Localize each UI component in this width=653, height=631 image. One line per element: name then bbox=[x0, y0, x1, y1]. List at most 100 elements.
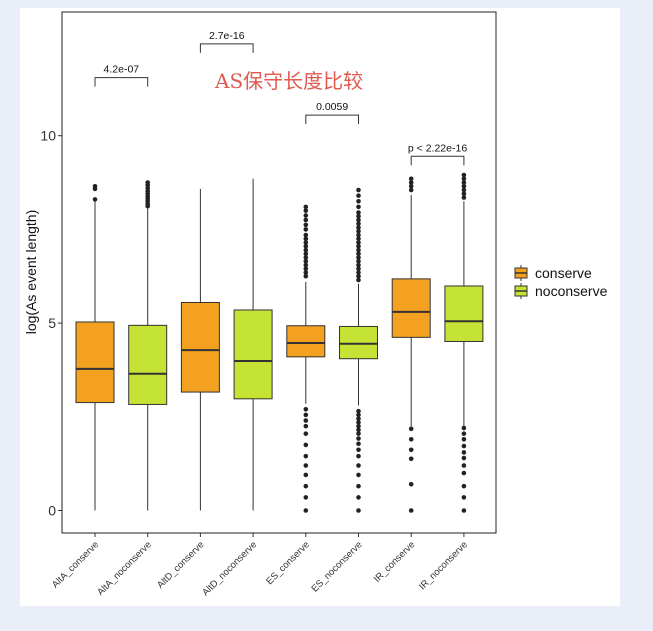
outlier-point bbox=[303, 442, 309, 448]
legend-item-conserve: conserve bbox=[514, 265, 592, 281]
outlier-point bbox=[303, 208, 309, 213]
outlier-point bbox=[303, 240, 309, 245]
outlier-point bbox=[356, 210, 361, 215]
outlier-point bbox=[461, 180, 467, 185]
box-ES_noconserve bbox=[339, 187, 378, 513]
x-tick-label: ES_conserve bbox=[264, 539, 312, 587]
outlier-point bbox=[303, 495, 309, 500]
outlier-point bbox=[356, 412, 361, 418]
x-tick-label: ES_noconserve bbox=[309, 539, 364, 594]
significance-bracket: 0.0059 bbox=[305, 101, 359, 125]
outlier-point bbox=[303, 232, 309, 238]
outlier-point bbox=[356, 436, 361, 441]
y-tick-label: 5 bbox=[48, 315, 56, 331]
iqr-box bbox=[444, 285, 484, 342]
outlier-point bbox=[408, 187, 414, 193]
outlier-point bbox=[408, 456, 414, 462]
outlier-point bbox=[356, 408, 361, 414]
y-axis-label: log(As event length) bbox=[23, 210, 39, 335]
box-ES_conserve bbox=[286, 204, 326, 513]
outlier-point bbox=[356, 270, 361, 275]
iqr-box bbox=[180, 301, 220, 393]
outlier-point bbox=[303, 262, 309, 268]
outlier-point bbox=[461, 431, 467, 436]
box-IR_noconserve bbox=[444, 172, 484, 513]
outlier-point bbox=[356, 427, 361, 433]
outlier-point bbox=[303, 258, 309, 264]
outlier-point bbox=[303, 270, 309, 275]
outlier-point bbox=[356, 273, 361, 279]
outlier-point bbox=[461, 508, 467, 513]
outlier-point bbox=[408, 180, 414, 185]
outlier-point bbox=[303, 222, 309, 228]
outlier-point bbox=[303, 213, 309, 218]
outlier-point bbox=[303, 247, 309, 253]
outlier-point bbox=[356, 441, 361, 447]
outlier-point bbox=[356, 217, 361, 223]
outlier-point bbox=[356, 258, 361, 264]
outlier-point bbox=[145, 180, 150, 185]
outlier-point bbox=[356, 431, 361, 436]
plot-frame bbox=[61, 11, 497, 534]
outlier-point bbox=[303, 255, 309, 260]
p-value-label: 4.2e-07 bbox=[104, 64, 140, 76]
outlier-point bbox=[356, 277, 361, 283]
p-value-label: 0.0059 bbox=[316, 101, 348, 113]
outlier-point bbox=[303, 483, 309, 489]
outlier-point bbox=[303, 412, 309, 418]
outlier-point bbox=[461, 455, 467, 461]
outlier-point bbox=[92, 183, 98, 189]
box-AltA_noconserve bbox=[128, 180, 168, 511]
outlier-point bbox=[356, 453, 361, 459]
outlier-point bbox=[461, 450, 467, 455]
outlier-point bbox=[356, 247, 361, 253]
outlier-point bbox=[303, 243, 309, 249]
outlier-point bbox=[356, 240, 361, 245]
outlier-point bbox=[303, 508, 309, 513]
outlier-point bbox=[461, 443, 467, 449]
bracket-line bbox=[305, 114, 359, 125]
outlier-point bbox=[303, 431, 309, 436]
outlier-point bbox=[92, 197, 98, 202]
p-value-label: 2.7e-16 bbox=[209, 30, 245, 42]
outlier-point bbox=[356, 204, 361, 210]
iqr-box bbox=[339, 325, 378, 360]
outlier-point bbox=[356, 472, 361, 478]
outlier-point bbox=[356, 508, 361, 513]
outlier-point bbox=[408, 426, 414, 432]
x-tick-label: AltD_noconserve bbox=[200, 539, 259, 598]
outlier-point bbox=[461, 463, 467, 468]
outlier-point bbox=[356, 423, 361, 429]
outlier-point bbox=[461, 483, 467, 489]
significance-bracket: 4.2e-07 bbox=[94, 64, 149, 87]
iqr-box bbox=[391, 278, 431, 338]
outlier-point bbox=[461, 195, 467, 200]
outlier-point bbox=[356, 251, 361, 257]
bracket-line bbox=[410, 155, 465, 166]
outlier-point bbox=[303, 453, 309, 459]
outlier-point bbox=[408, 447, 414, 453]
outlier-point bbox=[356, 416, 361, 421]
outlier-point bbox=[303, 266, 309, 272]
chart-title: AS保守长度比较 bbox=[214, 69, 363, 93]
outlier-point bbox=[356, 243, 361, 249]
legend-label: conserve bbox=[535, 265, 592, 281]
outlier-point bbox=[356, 213, 361, 219]
outlier-point bbox=[356, 221, 361, 227]
y-tick-label: 0 bbox=[48, 503, 56, 519]
outlier-point bbox=[408, 508, 414, 513]
box-layer bbox=[75, 172, 484, 513]
legend-label: noconserve bbox=[535, 283, 608, 299]
x-tick-label: IR_noconserve bbox=[417, 539, 470, 592]
legend: conserve noconserve bbox=[514, 265, 608, 299]
box-AltA_conserve bbox=[75, 183, 115, 511]
box-AltD_noconserve bbox=[233, 178, 273, 511]
outlier-point bbox=[408, 176, 414, 182]
outlier-point bbox=[303, 227, 309, 232]
outlier-point bbox=[356, 463, 361, 468]
p-value-label: p < 2.22e-16 bbox=[408, 142, 467, 154]
outlier-point bbox=[461, 436, 467, 442]
outlier-point bbox=[461, 495, 467, 500]
